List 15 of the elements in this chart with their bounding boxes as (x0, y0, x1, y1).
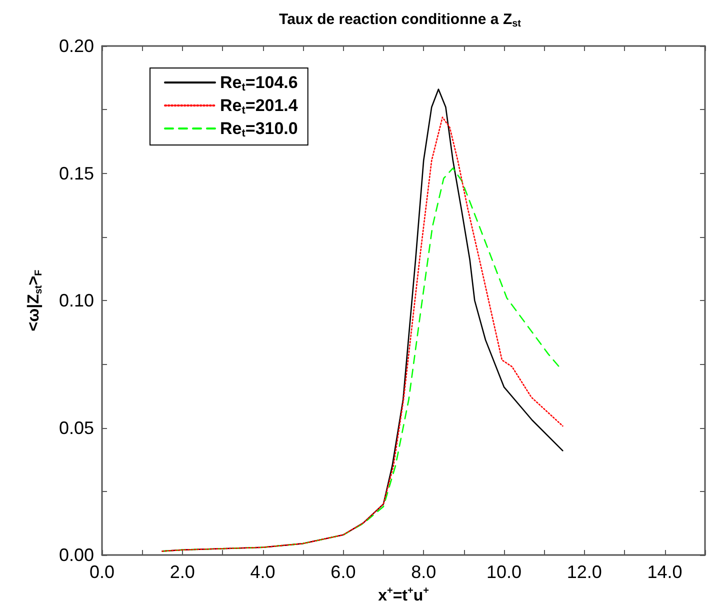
x-tick-label: 10.0 (486, 562, 522, 582)
y-tick-label: 0.00 (58, 545, 94, 565)
x-tick-label: 2.0 (170, 562, 195, 582)
x-axis-title: x+=t+u+ (378, 585, 430, 604)
y-axis-title: <ω|Zst>F (26, 270, 44, 332)
y-tick-label: 0.10 (58, 290, 94, 310)
y-tick-label: 0.20 (58, 36, 94, 56)
x-tick-label: 12.0 (566, 562, 602, 582)
x-tick-label: 6.0 (330, 562, 356, 582)
y-tick-label: 0.05 (58, 418, 94, 438)
x-tick-label: 8.0 (411, 562, 436, 582)
x-tick-label: 4.0 (250, 562, 276, 582)
x-tick-label: 0.0 (89, 562, 115, 582)
y-tick-label: 0.15 (58, 163, 94, 184)
x-tick-label: 14.0 (647, 562, 682, 582)
